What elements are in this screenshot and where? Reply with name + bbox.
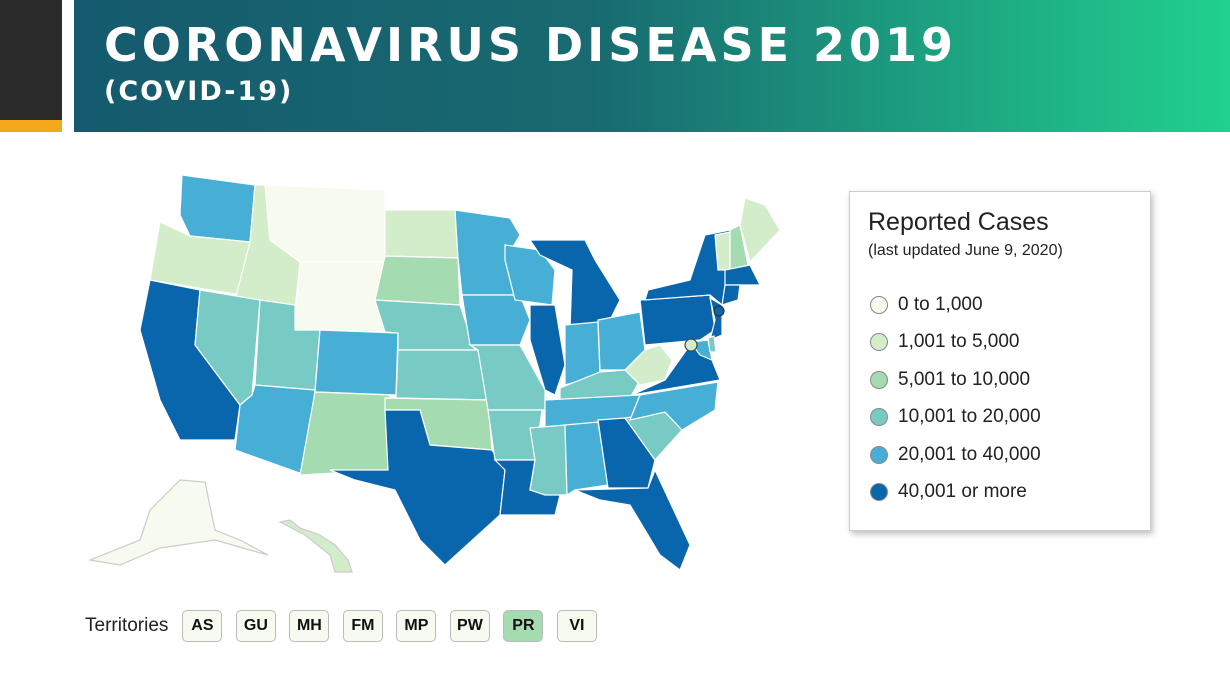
state-ks[interactable] xyxy=(395,349,489,401)
state-fl[interactable] xyxy=(574,468,691,571)
legend-updated-date: (last updated June 9, 2020) xyxy=(868,242,1063,259)
territory-button-fm[interactable]: FM xyxy=(342,610,383,642)
legend-label: 5,001 to 10,000 xyxy=(898,368,1031,390)
legend-swatch-icon xyxy=(870,445,888,464)
territory-button-pw[interactable]: PW xyxy=(449,610,490,642)
legend-item: 1,001 to 5,000 xyxy=(870,324,1041,362)
state-dc-marker[interactable] xyxy=(684,338,698,352)
state-wa[interactable] xyxy=(179,174,256,243)
legend-item: 10,001 to 20,000 xyxy=(870,399,1041,437)
state-sd[interactable] xyxy=(374,255,461,306)
orange-accent-bar xyxy=(0,120,62,132)
legend-swatch-icon xyxy=(870,370,888,389)
state-hi[interactable] xyxy=(278,519,353,573)
state-wv[interactable] xyxy=(624,344,673,386)
legend-title: Reported Cases xyxy=(868,208,1049,236)
state-nd[interactable] xyxy=(384,209,459,259)
legend-label: 0 to 1,000 xyxy=(898,293,983,315)
legend-label: 40,001 or more xyxy=(898,481,1027,503)
state-nc[interactable] xyxy=(629,381,719,431)
territory-button-gu[interactable]: GU xyxy=(235,610,276,642)
territories-bar: Territories AS GU MH FM MP PW PR VI xyxy=(85,610,610,642)
state-ct[interactable] xyxy=(721,284,741,306)
legend-item: 5,001 to 10,000 xyxy=(870,361,1041,399)
dark-accent-block xyxy=(0,0,62,120)
state-wy[interactable] xyxy=(294,261,386,333)
legend-item: 0 to 1,000 xyxy=(870,286,1041,324)
title-banner xyxy=(74,0,1230,132)
territory-button-vi[interactable]: VI xyxy=(556,610,597,642)
state-vt[interactable] xyxy=(714,231,731,271)
state-ia[interactable] xyxy=(461,294,531,346)
legend-panel: Reported Cases (last updated June 9, 202… xyxy=(849,191,1151,531)
legend-swatch-icon xyxy=(870,408,888,427)
territory-button-as[interactable]: AS xyxy=(182,610,223,642)
state-ri-marker[interactable] xyxy=(713,305,725,317)
legend-swatch-icon xyxy=(870,483,888,502)
state-de[interactable] xyxy=(707,335,717,353)
page-subtitle: (COVID-19) xyxy=(104,76,294,107)
state-co[interactable] xyxy=(314,329,399,396)
legend-item: 40,001 or more xyxy=(870,474,1041,512)
territories-label: Territories xyxy=(85,615,169,636)
legend-swatch-icon xyxy=(870,295,888,314)
state-ma[interactable] xyxy=(724,264,761,286)
state-ak[interactable] xyxy=(87,479,269,566)
state-me[interactable] xyxy=(739,197,781,264)
state-ga[interactable] xyxy=(597,417,656,489)
legend-items: 0 to 1,000 1,001 to 5,000 5,001 to 10,00… xyxy=(870,286,1041,511)
state-nm[interactable] xyxy=(299,391,391,476)
state-ms[interactable] xyxy=(529,424,568,496)
page-title: CORONAVIRUS DISEASE 2019 xyxy=(104,18,958,72)
legend-label: 20,001 to 40,000 xyxy=(898,443,1041,465)
territory-button-mh[interactable]: MH xyxy=(289,610,330,642)
state-pa[interactable] xyxy=(639,294,716,346)
legend-label: 1,001 to 5,000 xyxy=(898,331,1020,353)
state-al[interactable] xyxy=(564,421,609,497)
state-il[interactable] xyxy=(529,304,566,396)
legend-label: 10,001 to 20,000 xyxy=(898,406,1041,428)
territory-button-pr[interactable]: PR xyxy=(503,610,544,642)
state-tx[interactable] xyxy=(329,409,506,566)
territory-button-mp[interactable]: MP xyxy=(396,610,437,642)
legend-item: 20,001 to 40,000 xyxy=(870,436,1041,474)
legend-swatch-icon xyxy=(870,333,888,352)
